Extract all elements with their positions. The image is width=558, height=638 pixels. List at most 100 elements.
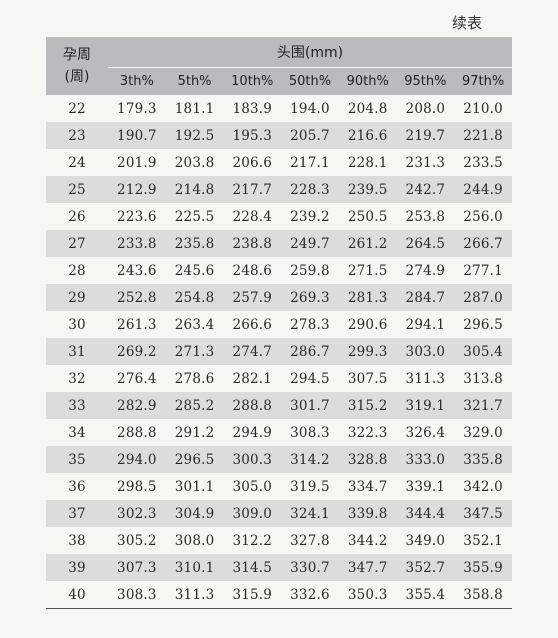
measurement-cell: 253.8 xyxy=(396,203,455,230)
measurement-cell: 206.6 xyxy=(223,149,282,176)
measurement-cell: 217.7 xyxy=(223,176,282,203)
gestational-week-cell: 30 xyxy=(46,311,109,338)
measurement-cell: 192.5 xyxy=(165,122,224,149)
measurement-cell: 286.7 xyxy=(281,338,339,365)
measurement-cell: 259.8 xyxy=(281,257,339,284)
table-body: 22 179.3 181.1 183.9 194.0 204.8 208.0 210.0 23 1… xyxy=(46,95,512,609)
percentile-header: 10th% xyxy=(223,67,282,95)
measurement-cell: 327.8 xyxy=(281,527,339,554)
measurement-cell: 294.0 xyxy=(108,446,166,473)
measurement-cell: 314.2 xyxy=(281,446,339,473)
measurement-cell: 190.7 xyxy=(108,122,166,149)
measurement-cell: 271.5 xyxy=(338,257,397,284)
gestational-week-cell: 26 xyxy=(46,203,109,230)
gestational-week-cell: 31 xyxy=(46,338,109,365)
measurement-cell: 242.7 xyxy=(396,176,455,203)
measurement-cell: 304.9 xyxy=(165,500,224,527)
measurement-cell: 352.7 xyxy=(396,554,455,581)
measurement-cell: 269.3 xyxy=(281,284,339,311)
measurement-cell: 309.0 xyxy=(223,500,282,527)
measurement-cell: 308.3 xyxy=(108,581,166,609)
measurement-cell: 287.0 xyxy=(454,284,512,311)
gestational-week-header: 孕周 (周) xyxy=(46,37,109,95)
measurement-cell: 329.0 xyxy=(454,419,512,446)
measurement-cell: 313.8 xyxy=(454,365,512,392)
measurement-cell: 294.9 xyxy=(223,419,282,446)
measurement-cell: 266.6 xyxy=(223,311,282,338)
measurement-cell: 233.8 xyxy=(108,230,166,257)
continued-label: 续表 xyxy=(452,14,483,32)
measurement-cell: 281.3 xyxy=(338,284,397,311)
measurement-cell: 282.9 xyxy=(108,392,166,419)
measurement-cell: 181.1 xyxy=(165,95,224,122)
measurement-cell: 298.5 xyxy=(108,473,166,500)
measurement-cell: 307.5 xyxy=(338,365,397,392)
measurement-cell: 291.2 xyxy=(165,419,224,446)
table-row: 35 294.0 296.5 300.3 314.2 328.8 333.0 335.8 xyxy=(46,446,512,473)
measurement-cell: 228.3 xyxy=(281,176,339,203)
measurement-cell: 261.2 xyxy=(338,230,397,257)
gestational-week-cell: 38 xyxy=(46,527,109,554)
measurement-cell: 332.6 xyxy=(281,581,339,609)
percentile-header: 90th% xyxy=(338,67,397,95)
measurement-cell: 264.5 xyxy=(396,230,455,257)
measurement-cell: 282.1 xyxy=(223,365,282,392)
measurement-cell: 347.5 xyxy=(454,500,512,527)
measurement-cell: 294.5 xyxy=(281,365,339,392)
percentile-header: 50th% xyxy=(281,67,339,95)
measurement-cell: 195.3 xyxy=(223,122,282,149)
measurement-cell: 322.3 xyxy=(338,419,397,446)
measurement-cell: 344.2 xyxy=(338,527,397,554)
measurement-cell: 277.1 xyxy=(454,257,512,284)
table-row: 39 307.3 310.1 314.5 330.7 347.7 352.7 355.9 xyxy=(46,554,512,581)
measurement-cell: 301.7 xyxy=(281,392,339,419)
measurement-cell: 263.4 xyxy=(165,311,224,338)
gestational-week-cell: 35 xyxy=(46,446,109,473)
measurement-cell: 214.8 xyxy=(165,176,224,203)
measurement-cell: 344.4 xyxy=(396,500,455,527)
table-row: 32 276.4 278.6 282.1 294.5 307.5 311.3 313.8 xyxy=(46,365,512,392)
measurement-cell: 299.3 xyxy=(338,338,397,365)
measurement-cell: 183.9 xyxy=(223,95,282,122)
gestational-week-cell: 25 xyxy=(46,176,109,203)
measurement-cell: 358.8 xyxy=(454,581,512,609)
percentile-header: 5th% xyxy=(165,67,224,95)
gestational-week-cell: 23 xyxy=(46,122,109,149)
measurement-cell: 334.7 xyxy=(338,473,397,500)
measurement-cell: 221.8 xyxy=(454,122,512,149)
measurement-cell: 300.3 xyxy=(223,446,282,473)
measurement-cell: 252.8 xyxy=(108,284,166,311)
table-row: 28 243.6 245.6 248.6 259.8 271.5 274.9 277.1 xyxy=(46,257,512,284)
measurement-cell: 339.8 xyxy=(338,500,397,527)
measurement-cell: 330.7 xyxy=(281,554,339,581)
gestational-week-cell: 29 xyxy=(46,284,109,311)
measurement-cell: 244.9 xyxy=(454,176,512,203)
table-row: 29 252.8 254.8 257.9 269.3 281.3 284.7 287.0 xyxy=(46,284,512,311)
measurement-cell: 326.4 xyxy=(396,419,455,446)
table-row: 40 308.3 311.3 315.9 332.6 350.3 355.4 358.8 xyxy=(46,581,512,609)
measurement-cell: 307.3 xyxy=(108,554,166,581)
week-header-line2: (周) xyxy=(64,69,90,85)
measurement-cell: 201.9 xyxy=(108,149,166,176)
measurement-cell: 238.8 xyxy=(223,230,282,257)
measurement-cell: 243.6 xyxy=(108,257,166,284)
measurement-cell: 319.5 xyxy=(281,473,339,500)
measurement-cell: 285.2 xyxy=(165,392,224,419)
measurement-cell: 355.4 xyxy=(396,581,455,609)
gestational-week-cell: 28 xyxy=(46,257,109,284)
table-row: 27 233.8 235.8 238.8 249.7 261.2 264.5 266.7 xyxy=(46,230,512,257)
measurement-cell: 216.6 xyxy=(338,122,397,149)
measurement-cell: 349.0 xyxy=(396,527,455,554)
measurement-cell: 333.0 xyxy=(396,446,455,473)
head-circumference-table: 孕周 (周) 头围(mm) 3th% 5th% 10th% 50th% 90th% 95t… xyxy=(46,37,512,609)
measurement-cell: 347.7 xyxy=(338,554,397,581)
measurement-cell: 305.4 xyxy=(454,338,512,365)
gestational-week-cell: 39 xyxy=(46,554,109,581)
measurement-cell: 194.0 xyxy=(281,95,339,122)
percentile-header: 95th% xyxy=(396,67,455,95)
measurement-cell: 284.7 xyxy=(396,284,455,311)
measurement-cell: 261.3 xyxy=(108,311,166,338)
measurement-cell: 266.7 xyxy=(454,230,512,257)
measurement-cell: 302.3 xyxy=(108,500,166,527)
measurement-cell: 203.8 xyxy=(165,149,224,176)
